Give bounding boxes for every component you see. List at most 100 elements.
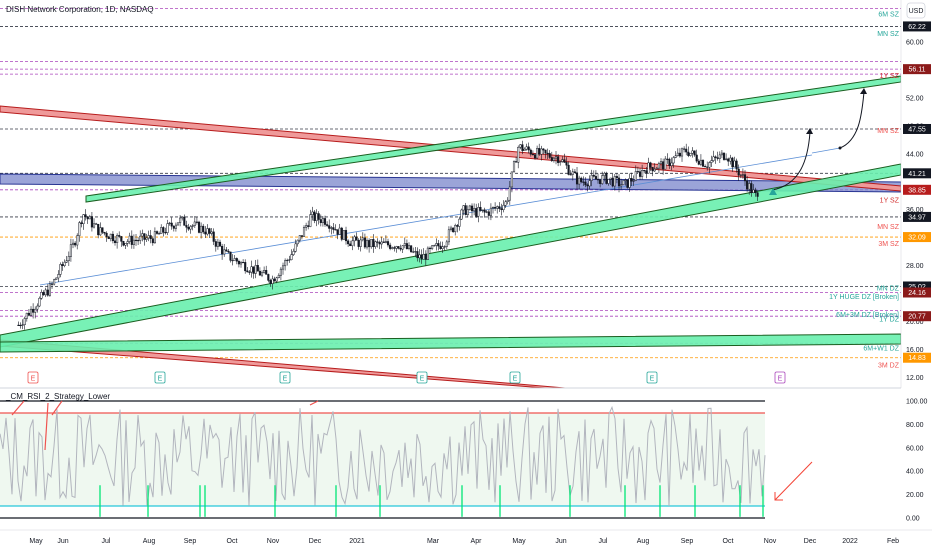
time-tick: Sep xyxy=(184,538,197,545)
zone-label: 6M+W1 DZ xyxy=(863,346,899,353)
price-axis[interactable]: 60.0056.0052.0048.0044.0036.0032.0028.00… xyxy=(900,0,932,550)
candle xyxy=(477,206,480,217)
candle xyxy=(216,241,219,247)
candle xyxy=(615,176,618,179)
earnings-marker[interactable] xyxy=(509,371,521,384)
candle xyxy=(221,245,224,255)
candle xyxy=(328,225,331,229)
candle xyxy=(729,157,732,162)
candle xyxy=(638,171,642,177)
candle xyxy=(176,222,180,226)
candle xyxy=(536,148,539,159)
earnings-marker[interactable] xyxy=(416,371,428,384)
candle xyxy=(38,297,41,307)
candle xyxy=(69,244,72,257)
annotation-arrow xyxy=(774,461,813,501)
candle xyxy=(57,274,60,279)
candle xyxy=(456,225,459,227)
candle xyxy=(349,243,352,247)
earnings-marker[interactable] xyxy=(774,371,786,384)
candle xyxy=(277,275,280,278)
rsi-overbought-mark xyxy=(11,400,25,416)
earnings-marker[interactable] xyxy=(154,371,166,384)
candle xyxy=(420,254,423,260)
candle xyxy=(466,209,469,216)
candle xyxy=(754,189,757,193)
candle xyxy=(353,236,356,242)
candle xyxy=(99,227,102,236)
price-badge-label: 34.97 xyxy=(908,214,926,221)
candle xyxy=(395,246,398,249)
candle xyxy=(653,168,656,172)
candle xyxy=(74,242,77,246)
candle xyxy=(187,226,190,230)
candle xyxy=(321,218,324,223)
candle xyxy=(458,218,461,227)
earnings-marker[interactable] xyxy=(646,371,658,384)
annotation-arrowhead xyxy=(774,492,783,501)
candle xyxy=(485,211,488,213)
rsi-overbought-mark xyxy=(309,400,319,406)
candle xyxy=(689,152,692,156)
candle xyxy=(422,254,425,260)
candle xyxy=(435,243,438,246)
earnings-letter: E xyxy=(778,376,783,383)
candle xyxy=(519,144,522,148)
earnings-marker[interactable] xyxy=(279,371,291,384)
price-badge-label: 41.21 xyxy=(908,171,926,178)
candle xyxy=(42,292,45,296)
candle xyxy=(210,231,213,234)
candle xyxy=(284,260,287,267)
rsi-overbought-marks xyxy=(11,400,319,451)
candle xyxy=(302,227,306,237)
candle xyxy=(462,205,465,211)
candle xyxy=(510,171,513,188)
candle xyxy=(464,205,467,216)
time-tick: Jun xyxy=(57,538,68,545)
candle xyxy=(313,211,316,221)
candle xyxy=(288,259,291,261)
candle xyxy=(678,152,681,157)
candle xyxy=(479,206,482,211)
candle xyxy=(25,312,28,319)
candle xyxy=(113,240,117,243)
candle xyxy=(414,251,417,253)
candle xyxy=(260,272,264,276)
candle xyxy=(521,144,524,151)
candle xyxy=(662,161,665,170)
price-badge xyxy=(903,311,931,322)
candle xyxy=(634,171,637,181)
time-axis[interactable]: May Jun Jul Aug Sep Oct Nov Dec 2021 Mar Apr May Jun… xyxy=(0,529,932,545)
candle xyxy=(103,232,106,234)
rsi-tick: 0.00 xyxy=(906,516,920,523)
candle xyxy=(483,209,486,213)
candle xyxy=(351,240,354,247)
candle xyxy=(27,312,30,316)
candle xyxy=(311,211,314,215)
candle xyxy=(531,153,534,156)
candle xyxy=(71,242,75,245)
price-badge-label: 20.77 xyxy=(908,314,926,321)
price-tick: 16.00 xyxy=(906,347,924,354)
candle xyxy=(412,251,415,253)
candle xyxy=(137,240,140,242)
candle xyxy=(533,154,537,159)
candle xyxy=(174,224,177,229)
candle xyxy=(720,152,723,156)
rsi-tick: 100.00 xyxy=(906,399,928,406)
earnings-marker[interactable] xyxy=(27,371,39,384)
candle xyxy=(281,265,285,270)
candle xyxy=(237,260,240,265)
trend-channels xyxy=(0,75,902,389)
candle xyxy=(319,219,322,223)
candle xyxy=(166,223,169,233)
time-tick: Dec xyxy=(804,538,817,545)
candle xyxy=(19,324,22,327)
candle xyxy=(305,225,308,228)
candle xyxy=(78,222,81,236)
rsi-line xyxy=(0,405,766,507)
candle xyxy=(34,308,37,313)
candle xyxy=(223,249,226,255)
currency-badge[interactable] xyxy=(906,2,926,19)
